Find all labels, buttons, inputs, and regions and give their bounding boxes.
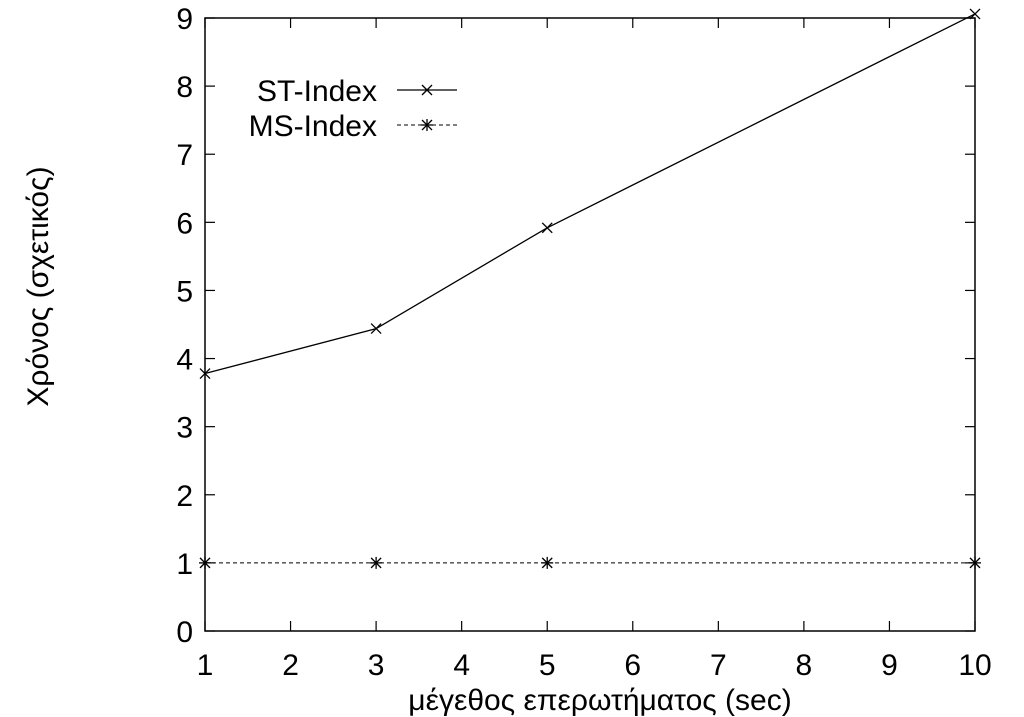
series-lines [204, 13, 976, 564]
data-point-ms-index [969, 556, 981, 569]
series-line-st-index [204, 13, 976, 375]
data-point-ms-index [199, 556, 211, 569]
y-axis-label: Χρόνος (σχετικός) [22, 166, 55, 406]
data-point-st-index [199, 368, 211, 379]
y-tick-label: 6 [176, 207, 193, 240]
y-tick-label: 5 [176, 275, 193, 308]
legend-marker [421, 119, 433, 131]
data-point-ms-index [370, 556, 383, 569]
y-tick-label: 1 [176, 548, 193, 581]
legend-marker [421, 84, 433, 96]
x-axis-label: μέγεθος επερωτήματος (sec) [408, 684, 791, 717]
data-point-st-index [370, 323, 382, 335]
y-tick-label: 2 [176, 480, 193, 513]
x-tick-label: 7 [710, 649, 727, 682]
x-tick-label: 8 [796, 649, 813, 682]
legend-marker-ms-index [421, 119, 433, 131]
y-tick-label: 0 [176, 616, 193, 649]
legend-label-st-index: ST-Index [257, 75, 377, 108]
legend-label-ms-index: MS-Index [249, 110, 377, 143]
y-tick-label: 7 [176, 139, 193, 172]
data-point-st-index [969, 8, 981, 20]
plot-frame [204, 17, 976, 632]
x-tick-label: 1 [197, 649, 214, 682]
y-tick-label: 3 [176, 412, 193, 445]
x-tick-label: 6 [624, 649, 641, 682]
x-tick-label: 2 [282, 649, 299, 682]
x-tick-label: 10 [958, 649, 991, 682]
y-tick-label: 4 [176, 344, 193, 377]
y-tick-label: 9 [176, 3, 193, 36]
x-tick-label: 9 [881, 649, 898, 682]
legend-marker-st-index [421, 84, 433, 96]
data-point-st-index [541, 222, 553, 234]
x-tick-label: 5 [539, 649, 556, 682]
series-markers [199, 8, 981, 569]
legend: ST-Index MS-Index [249, 75, 457, 143]
x-tick-label: 3 [368, 649, 385, 682]
data-point-ms-index [541, 556, 554, 569]
y-tick-label: 8 [176, 71, 193, 104]
x-tick-label: 4 [453, 649, 470, 682]
